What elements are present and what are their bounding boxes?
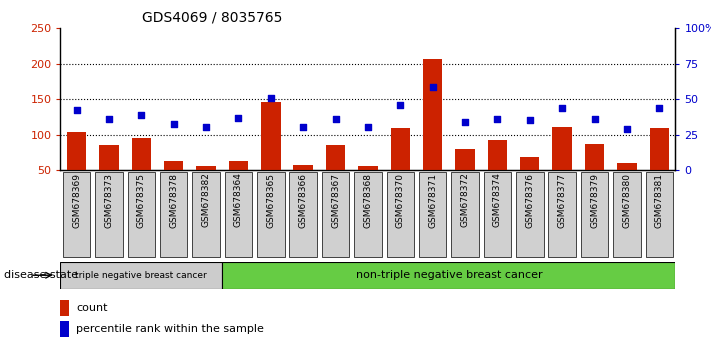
Text: triple negative breast cancer: triple negative breast cancer	[75, 271, 207, 280]
Bar	[552, 127, 572, 170]
FancyBboxPatch shape	[354, 172, 382, 257]
FancyBboxPatch shape	[483, 172, 511, 257]
FancyBboxPatch shape	[387, 172, 414, 257]
Text: GSM678368: GSM678368	[363, 172, 373, 228]
FancyBboxPatch shape	[451, 172, 479, 257]
Bar	[617, 163, 636, 170]
Point	[103, 116, 114, 122]
Text: GSM678373: GSM678373	[105, 172, 114, 228]
FancyBboxPatch shape	[581, 172, 609, 257]
FancyBboxPatch shape	[419, 172, 447, 257]
Point	[492, 116, 503, 122]
Text: GSM678371: GSM678371	[428, 172, 437, 228]
Point	[427, 84, 439, 90]
FancyBboxPatch shape	[257, 172, 284, 257]
Point	[265, 95, 277, 101]
FancyBboxPatch shape	[548, 172, 576, 257]
Bar	[100, 145, 119, 170]
FancyBboxPatch shape	[223, 262, 675, 289]
Text: GSM678369: GSM678369	[72, 172, 81, 228]
Text: GSM678382: GSM678382	[202, 172, 210, 228]
Bar	[488, 140, 507, 170]
Text: count: count	[77, 303, 108, 313]
Text: GSM678376: GSM678376	[525, 172, 534, 228]
Bar	[164, 161, 183, 170]
FancyBboxPatch shape	[95, 172, 123, 257]
FancyBboxPatch shape	[63, 172, 90, 257]
Text: percentile rank within the sample: percentile rank within the sample	[77, 324, 264, 334]
Point	[297, 125, 309, 130]
FancyBboxPatch shape	[193, 172, 220, 257]
Bar	[520, 157, 540, 170]
Bar	[294, 165, 313, 170]
FancyBboxPatch shape	[225, 172, 252, 257]
FancyBboxPatch shape	[646, 172, 673, 257]
Text: GSM678367: GSM678367	[331, 172, 340, 228]
Bar	[261, 102, 281, 170]
Bar	[60, 321, 70, 337]
Bar	[229, 161, 248, 170]
Bar	[196, 166, 216, 170]
Point	[459, 119, 471, 125]
Point	[201, 125, 212, 130]
Point	[330, 116, 341, 122]
Text: GSM678375: GSM678375	[137, 172, 146, 228]
Bar	[326, 145, 346, 170]
Text: GSM678365: GSM678365	[267, 172, 275, 228]
Bar	[585, 144, 604, 170]
Point	[557, 105, 568, 110]
Point	[136, 112, 147, 118]
Bar	[423, 59, 442, 170]
Point	[653, 105, 665, 110]
Bar	[390, 128, 410, 170]
Text: GSM678377: GSM678377	[557, 172, 567, 228]
Text: GSM678378: GSM678378	[169, 172, 178, 228]
FancyBboxPatch shape	[160, 172, 188, 257]
Point	[395, 103, 406, 108]
Text: GSM678374: GSM678374	[493, 172, 502, 228]
Point	[621, 126, 633, 132]
Bar	[455, 149, 475, 170]
Text: GSM678380: GSM678380	[622, 172, 631, 228]
Text: disease state: disease state	[4, 270, 77, 280]
Text: GSM678372: GSM678372	[461, 172, 469, 228]
Bar	[67, 132, 86, 170]
Bar	[132, 138, 151, 170]
Point	[524, 118, 535, 123]
Text: GSM678381: GSM678381	[655, 172, 664, 228]
Text: GSM678366: GSM678366	[299, 172, 308, 228]
FancyBboxPatch shape	[60, 262, 223, 289]
Point	[168, 121, 179, 127]
FancyBboxPatch shape	[127, 172, 155, 257]
Bar	[650, 128, 669, 170]
FancyBboxPatch shape	[322, 172, 349, 257]
Point	[232, 115, 244, 121]
Text: GSM678364: GSM678364	[234, 172, 243, 228]
Bar	[60, 300, 70, 316]
Point	[71, 107, 82, 113]
Bar	[358, 166, 378, 170]
Text: GSM678370: GSM678370	[396, 172, 405, 228]
Text: GDS4069 / 8035765: GDS4069 / 8035765	[142, 11, 282, 25]
FancyBboxPatch shape	[613, 172, 641, 257]
Point	[589, 116, 600, 122]
Text: non-triple negative breast cancer: non-triple negative breast cancer	[356, 270, 542, 280]
Text: GSM678379: GSM678379	[590, 172, 599, 228]
FancyBboxPatch shape	[289, 172, 317, 257]
Point	[362, 125, 374, 130]
FancyBboxPatch shape	[516, 172, 543, 257]
